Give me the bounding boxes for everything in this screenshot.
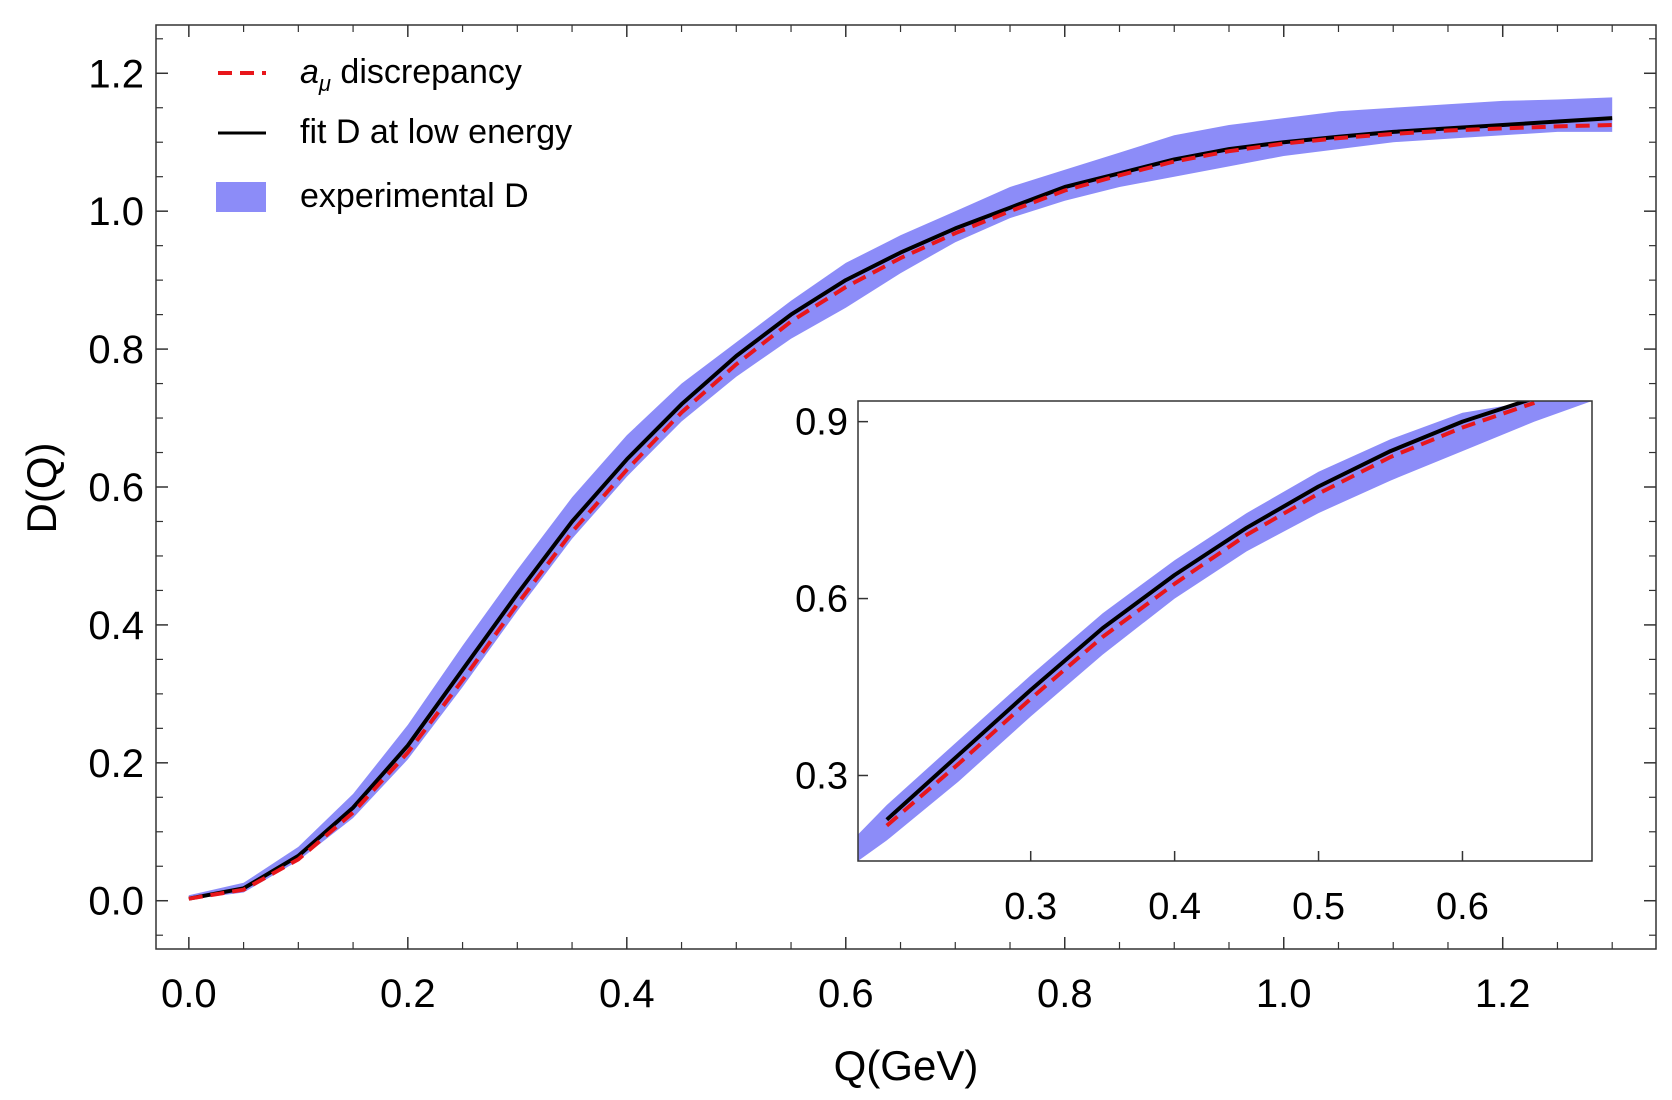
inset-y-tick-label: 0.9 xyxy=(795,402,848,444)
y-tick-label: 1.0 xyxy=(88,190,144,234)
x-tick-label: 0.6 xyxy=(818,972,874,1016)
legend-swatch-band xyxy=(216,182,266,212)
inset-plot-frame xyxy=(857,400,1593,862)
legend-label-discrepancy: aμ discrepancy xyxy=(300,53,522,96)
x-tick-label: 0.8 xyxy=(1037,972,1093,1016)
inset-discrepancy-line xyxy=(885,401,1536,828)
inset-x-tick-label: 0.3 xyxy=(1004,886,1057,928)
y-tick-label: 0.6 xyxy=(88,466,144,510)
y-axis-title: D(Q) xyxy=(18,443,65,534)
main-discrepancy-line xyxy=(188,123,1613,901)
x-tick-label: 1.0 xyxy=(1256,972,1312,1016)
legend-label-fit: fit D at low energy xyxy=(300,113,572,151)
x-tick-label: 0.2 xyxy=(380,972,436,1016)
inset-fit-line xyxy=(885,401,1532,822)
inset-y-tick-label: 0.6 xyxy=(795,579,848,621)
main-plot: 0.0 0.2 0.4 0.6 0.8 1.0 1.2 0.0 0.2 0.4 0.6 0.8 1.0… xyxy=(18,24,1657,1089)
legend: aμ discrepancy fit D at low energy exper… xyxy=(216,53,572,215)
inset-plot: 0.3 0.4 0.5 0.6 0.3 0.6 0.9 xyxy=(795,400,1593,928)
legend-label-experimental: experimental D xyxy=(300,177,529,215)
y-tick-label: 1.2 xyxy=(88,52,144,96)
main-fit-line xyxy=(188,116,1613,901)
x-tick-label: 1.2 xyxy=(1475,972,1531,1016)
y-tick-label: 0.2 xyxy=(88,742,144,786)
inset-x-tick-label: 0.4 xyxy=(1148,886,1201,928)
x-tick-label: 0.4 xyxy=(599,972,655,1016)
x-tick-label: 0.0 xyxy=(161,972,217,1016)
inset-x-tick-label: 0.5 xyxy=(1292,886,1345,928)
x-axis-title: Q(GeV) xyxy=(834,1042,979,1089)
y-tick-label: 0.4 xyxy=(88,604,144,648)
inset-x-tick-label: 0.6 xyxy=(1436,886,1489,928)
inset-y-tick-label: 0.3 xyxy=(795,755,848,797)
y-tick-label: 0.8 xyxy=(88,328,144,372)
y-tick-label: 0.0 xyxy=(88,880,144,924)
